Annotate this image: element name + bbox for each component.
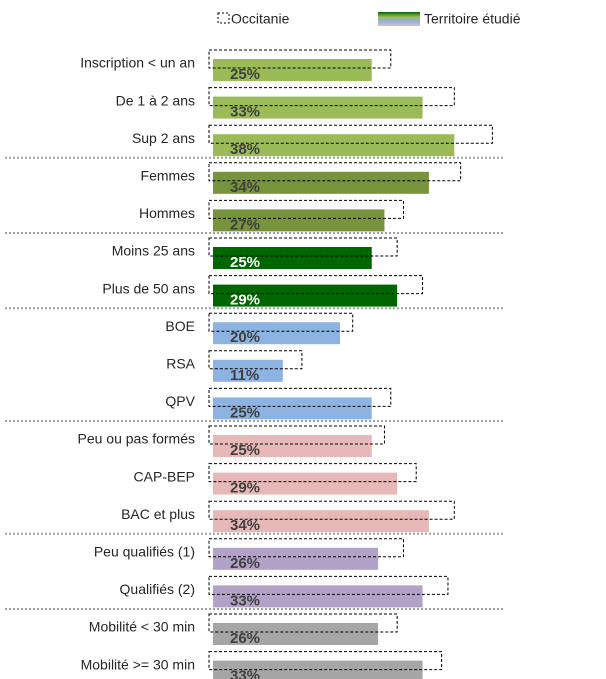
reference-bar [208, 87, 455, 107]
reference-bar [208, 425, 385, 445]
value-label: 34% [230, 179, 260, 196]
bar [213, 134, 455, 157]
bar [213, 547, 379, 570]
legend-swatch [217, 12, 230, 24]
bar [213, 171, 429, 194]
value-label: 26% [230, 630, 260, 647]
category-label: Sup 2 ans [132, 130, 195, 146]
legend-label: Occitanie [231, 11, 290, 27]
value-label: 25% [230, 254, 260, 271]
category-label: Mobilité >= 30 min [81, 656, 195, 672]
bar [213, 397, 372, 420]
bar [213, 247, 372, 269]
value-label: 27% [230, 216, 260, 233]
bar [213, 435, 372, 457]
value-label: 25% [230, 442, 260, 459]
bar [213, 59, 372, 81]
bar [213, 209, 385, 232]
value-label: 33% [230, 104, 260, 121]
reference-bar [208, 500, 455, 520]
category-label: Peu qualifiés (1) [94, 544, 195, 560]
category-label: Femmes [141, 168, 195, 184]
value-label: 20% [230, 329, 260, 346]
value-label: 38% [230, 141, 260, 158]
reference-bar [208, 538, 404, 558]
category-label: BOE [165, 318, 195, 334]
value-label: 29% [230, 480, 260, 497]
value-label: 33% [230, 668, 260, 679]
reference-bar [208, 237, 398, 257]
category-label: RSA [166, 356, 195, 372]
value-label: 11% [230, 367, 259, 384]
value-label: 26% [230, 555, 260, 572]
bar [213, 660, 423, 679]
reference-bar [208, 49, 392, 69]
value-label: 33% [230, 592, 260, 609]
value-label: 25% [230, 66, 260, 83]
reference-bar [208, 312, 354, 332]
legend-swatch [378, 12, 420, 26]
reference-bar [208, 350, 303, 370]
category-label: Plus de 50 ans [102, 280, 195, 296]
category-label: Mobilité < 30 min [89, 619, 195, 635]
category-label: Peu ou pas formés [77, 431, 195, 447]
bar [213, 284, 398, 307]
value-label: 34% [230, 517, 260, 534]
reference-bar [208, 162, 462, 182]
bar [213, 472, 398, 495]
reference-bar [208, 387, 392, 407]
category-label: De 1 à 2 ans [116, 92, 195, 108]
category-label: Moins 25 ans [112, 243, 195, 259]
reference-bar [208, 575, 449, 595]
category-label: BAC et plus [121, 506, 195, 522]
legend-label: Territoire étudié [424, 11, 521, 27]
category-label: Hommes [139, 205, 195, 221]
category-label: Inscription < un an [80, 55, 195, 71]
bar [213, 623, 379, 645]
category-label: CAP-BEP [134, 468, 195, 484]
bar [213, 510, 429, 533]
bar [213, 322, 340, 345]
category-label: QPV [165, 393, 195, 409]
bar [213, 96, 423, 119]
bar [213, 359, 283, 382]
reference-bar [208, 124, 493, 144]
reference-bar [208, 199, 404, 219]
value-label: 25% [230, 404, 260, 421]
category-label: Qualifiés (2) [120, 581, 195, 597]
reference-bar [208, 613, 398, 633]
reference-bar [208, 275, 424, 295]
reference-bar [208, 463, 417, 483]
reference-bar [208, 651, 443, 671]
value-label: 29% [230, 292, 260, 309]
bar [213, 585, 423, 608]
